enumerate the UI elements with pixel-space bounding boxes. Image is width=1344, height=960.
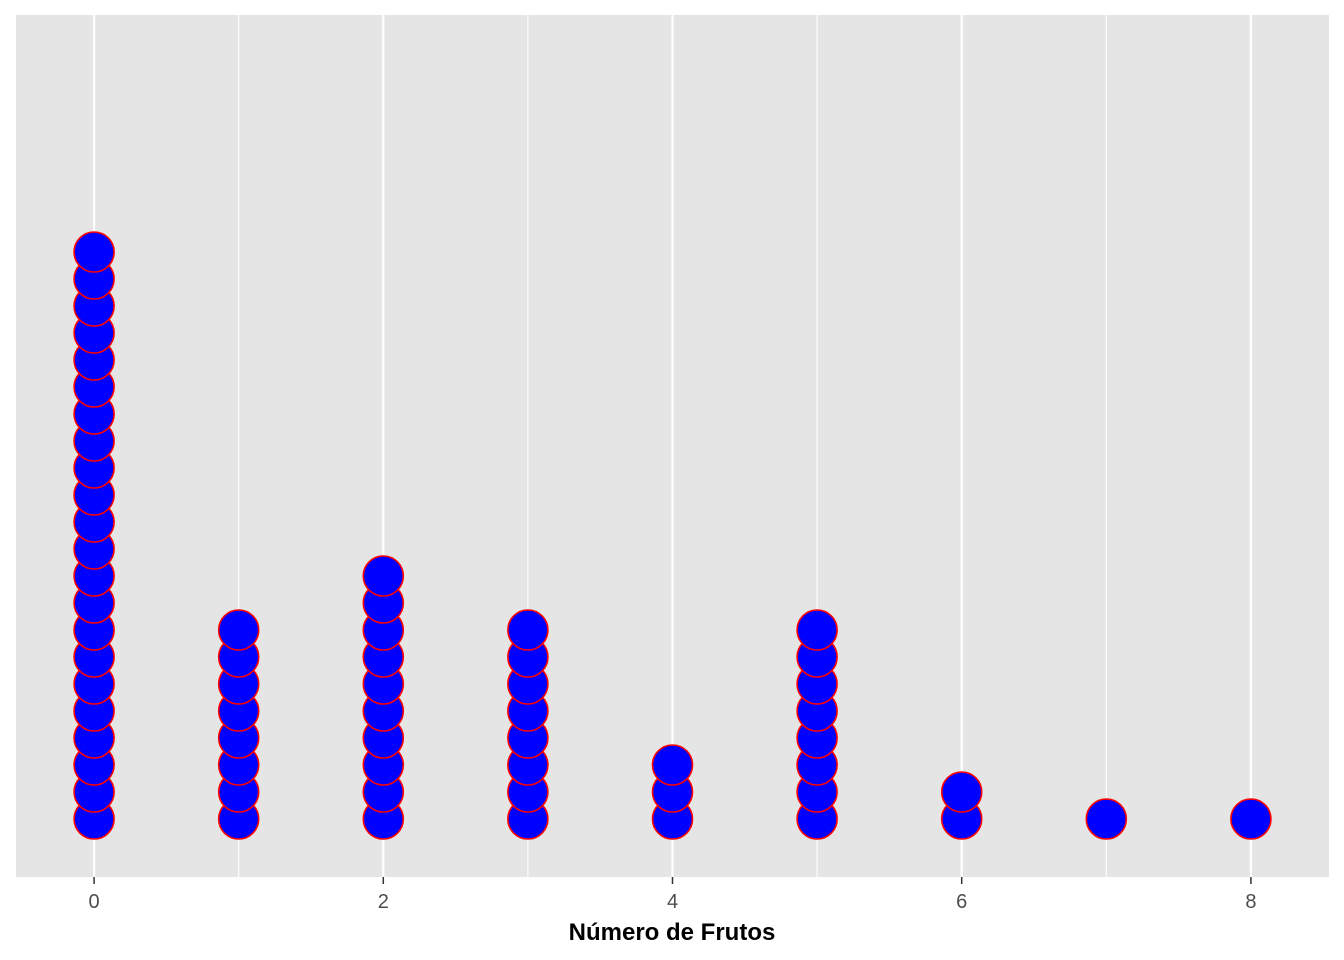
x-axis-title: Número de Frutos [569, 919, 776, 946]
dot [651, 744, 694, 786]
dot [73, 231, 115, 273]
x-tick-label: 2 [378, 891, 389, 913]
x-axis-tick-labels: 0 2 4 6 8 [89, 891, 1257, 913]
dot [362, 555, 405, 597]
x-tick-label: 6 [956, 891, 967, 913]
dot [1230, 798, 1272, 840]
dot [1085, 798, 1128, 840]
x-tick-label: 4 [667, 891, 678, 913]
dot [796, 609, 838, 651]
dots-layer [73, 231, 1272, 840]
dot [217, 609, 260, 651]
x-axis-ticks [93, 877, 1252, 884]
dot [940, 771, 983, 813]
x-tick-label: 8 [1245, 891, 1256, 913]
dot [507, 609, 549, 651]
x-tick-label: 0 [89, 891, 100, 913]
